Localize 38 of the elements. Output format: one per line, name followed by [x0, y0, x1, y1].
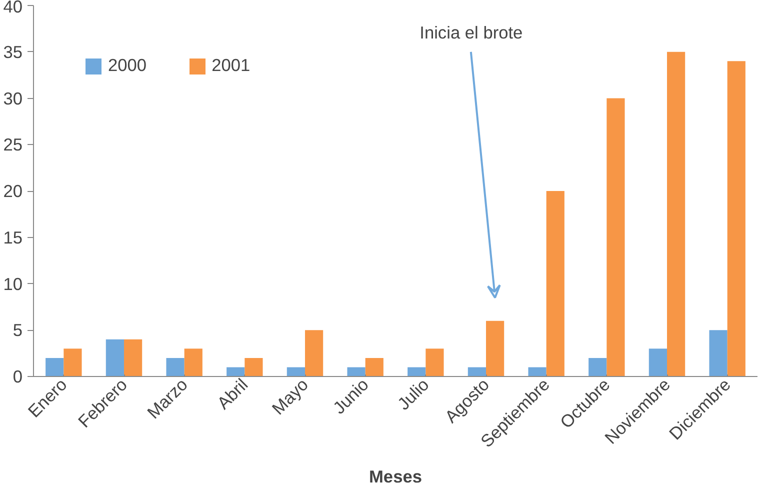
y-tick-label: 40	[3, 0, 23, 16]
y-tick-label: 5	[12, 320, 23, 340]
bar	[226, 367, 245, 376]
bar	[606, 98, 625, 376]
bar	[528, 367, 546, 376]
x-tick-label: Julio	[393, 374, 433, 414]
legend-label: 2001	[212, 55, 250, 76]
bar	[64, 348, 82, 376]
bar	[46, 358, 64, 376]
y-tick-label: 15	[3, 227, 23, 248]
y-tick-label: 10	[3, 274, 23, 294]
bar	[468, 367, 486, 376]
y-tick-label: 25	[3, 134, 23, 155]
annotation: Inicia el brote	[420, 22, 523, 43]
y-tick-label: 30	[3, 88, 23, 108]
bar	[286, 367, 305, 376]
y-tick-label: 35	[3, 42, 23, 62]
bar	[365, 358, 384, 376]
bar	[166, 358, 184, 376]
bar	[124, 339, 142, 376]
bar	[648, 348, 667, 376]
y-tick-label: 20	[3, 181, 23, 201]
bar	[709, 330, 728, 376]
bar	[667, 52, 686, 376]
bar	[305, 330, 324, 376]
bar	[184, 348, 202, 376]
bar	[727, 61, 746, 376]
bar	[546, 191, 564, 376]
bar	[588, 358, 607, 376]
bar	[106, 339, 124, 376]
bar	[486, 320, 504, 376]
bar	[244, 358, 263, 376]
x-axis-title: Meses	[369, 466, 422, 486]
bar	[347, 367, 366, 376]
bar	[426, 348, 444, 376]
bar	[408, 367, 426, 376]
legend-label: 2000	[108, 55, 147, 76]
y-tick-label: 0	[12, 366, 23, 386]
